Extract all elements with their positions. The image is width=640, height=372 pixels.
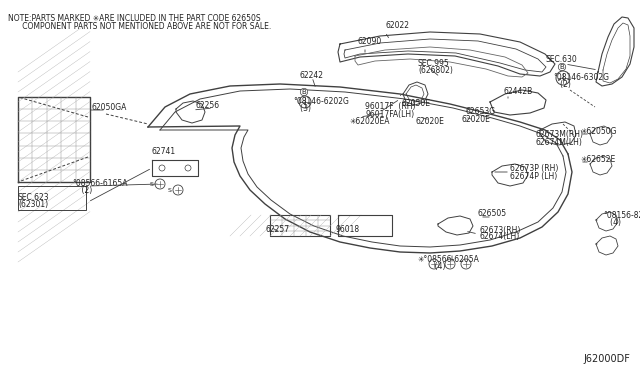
Text: ✳°08566-6205A: ✳°08566-6205A xyxy=(418,256,480,264)
Text: S: S xyxy=(150,182,154,186)
Text: 62673P (RH): 62673P (RH) xyxy=(510,164,558,173)
Text: (4): (4) xyxy=(603,218,621,228)
Text: 62256: 62256 xyxy=(195,100,219,109)
Text: °08146-6202G: °08146-6202G xyxy=(293,97,349,106)
Text: 96017F  (RH): 96017F (RH) xyxy=(365,103,415,112)
Text: 62741: 62741 xyxy=(152,148,176,157)
Text: J62000DF: J62000DF xyxy=(583,354,630,364)
Text: 62020E: 62020E xyxy=(415,118,444,126)
Text: 62050E: 62050E xyxy=(402,99,431,109)
Text: 62022: 62022 xyxy=(385,22,409,31)
Text: °08566-6165A: °08566-6165A xyxy=(72,180,127,189)
Text: 62090: 62090 xyxy=(358,36,382,45)
Text: (2): (2) xyxy=(553,80,571,90)
Text: 62257: 62257 xyxy=(265,224,289,234)
Text: 62673(RH): 62673(RH) xyxy=(480,225,522,234)
Text: S: S xyxy=(168,187,172,192)
Text: 62050GA: 62050GA xyxy=(92,103,127,112)
Text: NOTE:PARTS MARKED ✳ARE INCLUDED IN THE PART CODE 62650S: NOTE:PARTS MARKED ✳ARE INCLUDED IN THE P… xyxy=(8,14,260,23)
Text: ✳62652E: ✳62652E xyxy=(581,155,616,164)
Text: 96017FA(LH): 96017FA(LH) xyxy=(365,109,414,119)
Text: 626505: 626505 xyxy=(478,209,507,218)
Text: (3): (3) xyxy=(293,105,311,113)
Text: (4): (4) xyxy=(418,263,445,272)
Text: 62674(LH): 62674(LH) xyxy=(480,232,520,241)
Text: COMPONENT PARTS NOT MENTIONED ABOVE ARE NOT FOR SALE.: COMPONENT PARTS NOT MENTIONED ABOVE ARE … xyxy=(8,22,271,31)
Text: ✳62020EA: ✳62020EA xyxy=(350,118,390,126)
Text: SEC.623: SEC.623 xyxy=(18,193,50,202)
Text: (2): (2) xyxy=(72,186,92,196)
Text: 62242: 62242 xyxy=(300,71,324,80)
Text: 62673M(RH): 62673M(RH) xyxy=(535,131,583,140)
Text: SEC.630: SEC.630 xyxy=(545,55,577,64)
Text: (62301): (62301) xyxy=(18,201,48,209)
Text: 62674P (LH): 62674P (LH) xyxy=(510,171,557,180)
Text: (626802): (626802) xyxy=(418,67,453,76)
Text: ✳62050G: ✳62050G xyxy=(581,126,618,135)
Text: 62653G: 62653G xyxy=(465,108,495,116)
Text: 62020E: 62020E xyxy=(462,115,491,125)
Text: °08156-8201F: °08156-8201F xyxy=(603,212,640,221)
Text: 96018: 96018 xyxy=(336,224,360,234)
Text: B: B xyxy=(559,64,564,70)
Text: 62442B: 62442B xyxy=(503,87,532,96)
Text: °08146-6302G: °08146-6302G xyxy=(553,74,609,83)
Text: B: B xyxy=(301,89,307,95)
Text: SEC.995: SEC.995 xyxy=(418,60,450,68)
Text: 62674M(LH): 62674M(LH) xyxy=(535,138,582,147)
